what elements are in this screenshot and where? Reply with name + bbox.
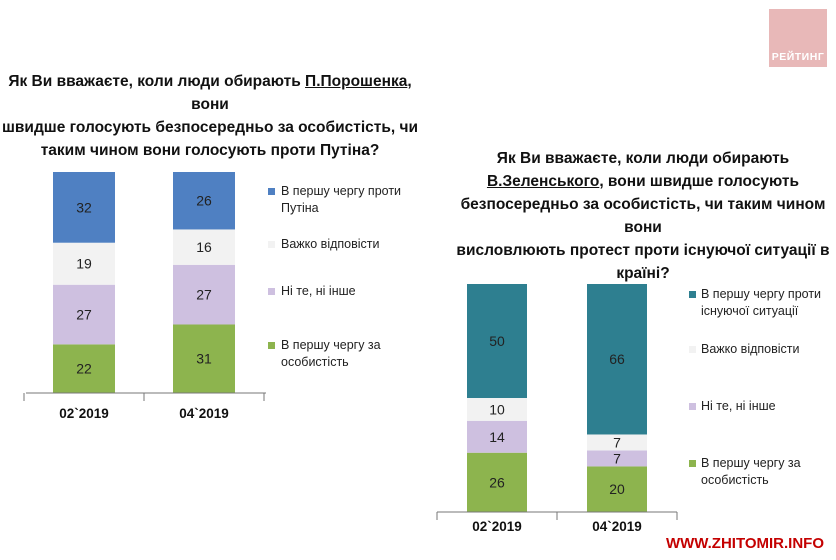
chart2-legend-swatch-2: [689, 346, 696, 353]
chart1-x-tick-label-2: 04`2019: [179, 406, 229, 421]
chart1-bar-2-seg-4: [173, 172, 235, 230]
chart2-bar-2-seg-1: [587, 466, 647, 512]
chart1-bar-1-seg-4: [53, 172, 115, 243]
chart1-legend-swatch-4: [268, 342, 275, 349]
chart2-legend-swatch-4: [689, 460, 696, 467]
chart1-title-line3: таким чином вони голосують проти Путіна?: [40, 142, 380, 159]
chart2-title-line2: В.Зеленського, вони швидше голосують: [486, 173, 800, 190]
chart2-bar-1-seg-4: [467, 284, 527, 398]
chart1-bar-1-seg-1: [53, 344, 115, 393]
chart1-data-label-1-2: 27: [76, 307, 92, 323]
chart2-title-line3: безпосередньо за особистість, чи таким ч…: [460, 196, 826, 236]
chart1-data-label-2-1: 31: [196, 351, 212, 367]
chart1-legend-swatch-2: [268, 241, 275, 248]
chart1-title-line1: Як Ви вважаєте, коли люди обирають П.Пор…: [8, 73, 412, 113]
chart2-legend-label-4: В першу чергу за: [701, 456, 801, 470]
chart2-data-label-1-1: 26: [489, 474, 505, 490]
chart2-bar-1-seg-1: [467, 452, 527, 512]
chart2-bar-2-seg-3: [587, 434, 647, 451]
chart2-legend-label-4-line2: особистість: [701, 473, 769, 487]
chart1-legend-swatch-3: [268, 288, 275, 295]
chart1-title: Як Ви вважаєте, коли люди обирають П.Пор…: [0, 70, 420, 162]
chart1-data-label-2-3: 16: [196, 239, 212, 255]
chart1-title-name: П.Порошенка: [305, 73, 408, 90]
chart2-bar-1-seg-3: [467, 398, 527, 421]
chart2-data-label-2-4: 66: [609, 351, 625, 367]
rating-logo-text: РЕЙТИНГ: [771, 51, 825, 63]
chart1-legend-label-4: В першу чергу за: [281, 338, 381, 352]
chart1-legend-label-1: В першу чергу проти: [281, 184, 401, 198]
chart1-data-label-1-3: 19: [76, 256, 92, 272]
chart2-data-label-1-3: 10: [489, 401, 505, 417]
chart2-legend-label-3: Ні те, ні інше: [701, 399, 776, 413]
chart2-title-name: В.Зеленського: [486, 173, 600, 190]
chart1-legend-label-3: Ні те, ні інше: [281, 284, 356, 298]
chart1-bar-2-seg-3: [173, 229, 235, 265]
chart2-bar-2-seg-2: [587, 450, 647, 467]
chart1-data-label-2-2: 27: [196, 287, 212, 303]
chart1-legend-swatch-1: [268, 188, 275, 195]
chart2-bar-1-seg-2: [467, 420, 527, 453]
chart1-bar-1-seg-3: [53, 242, 115, 285]
chart2-data-label-2-2: 7: [613, 450, 621, 466]
chart2-data-label-2-1: 20: [609, 481, 625, 497]
chart2-x-tick-label-2: 04`2019: [592, 519, 642, 534]
chart2-title-line4: висловлюють протест проти існуючої ситуа…: [456, 242, 830, 259]
chart2-legend-label-2: Важко відповісти: [701, 342, 800, 356]
chart2-legend-label-1: В першу чергу проти: [701, 287, 821, 301]
chart1-data-label-1-1: 22: [76, 361, 92, 377]
chart1-legend-label-2: Важко відповісти: [281, 237, 380, 251]
chart2-title-line1: Як Ви вважаєте, коли люди обирають: [496, 150, 790, 167]
chart2-title: Як Ви вважаєте, коли люди обирають В.Зел…: [452, 147, 834, 285]
chart2-bar-2-seg-4: [587, 284, 647, 435]
chart1-bar-2-seg-1: [173, 324, 235, 393]
chart1-data-label-1-4: 32: [76, 199, 92, 215]
chart1-legend-label-4-line2: особистість: [281, 355, 349, 369]
chart1-bar-2-seg-2: [173, 264, 235, 325]
rating-logo: РЕЙТИНГ: [769, 9, 827, 67]
chart1-bar-1-seg-2: [53, 284, 115, 345]
chart1-title-line2: швидше голосують безпосередньо за особис…: [1, 119, 419, 136]
chart2-legend-swatch-3: [689, 403, 696, 410]
chart2-data-label-2-3: 7: [613, 434, 621, 450]
chart1-legend-label-1-line2: Путіна: [281, 201, 319, 215]
chart1-data-label-2-4: 26: [196, 193, 212, 209]
chart2-x-tick-label-1: 02`2019: [472, 519, 522, 534]
chart1-x-tick-label-1: 02`2019: [59, 406, 109, 421]
site-watermark: WWW.ZHITOMIR.INFO: [665, 535, 824, 552]
chart2-title-line5: країні?: [616, 265, 670, 282]
chart2-legend-label-1-line2: існуючої ситуації: [701, 304, 799, 318]
chart2-data-label-1-4: 50: [489, 333, 505, 349]
chart2-legend-swatch-1: [689, 291, 696, 298]
chart2-data-label-1-2: 14: [489, 429, 505, 445]
